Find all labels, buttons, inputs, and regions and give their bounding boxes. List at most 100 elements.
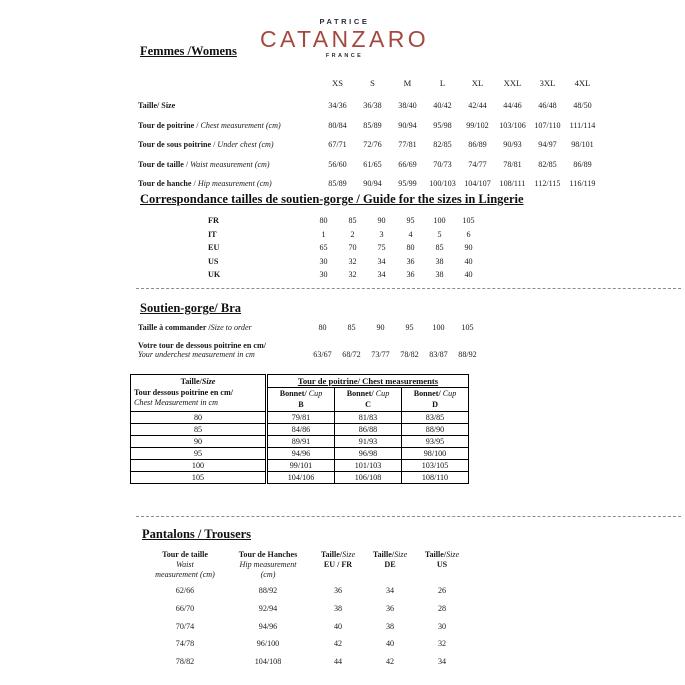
left-header-line2: Tour dessous poitrine en cm/ bbox=[134, 387, 233, 397]
cell-waist: 74/78 bbox=[175, 639, 195, 649]
table-row: 95 94/96 96/98 98/100 bbox=[130, 447, 469, 461]
table-row: 62/66 88/92 36 34 26 bbox=[146, 586, 468, 604]
cup-header-en: Cup bbox=[442, 389, 457, 398]
cell: 1 bbox=[321, 229, 326, 239]
cell-cup-b: 99/101 bbox=[265, 459, 335, 473]
section-divider bbox=[136, 288, 681, 289]
section-divider bbox=[136, 516, 681, 517]
cell-hip: 104/108 bbox=[254, 656, 282, 666]
cell-cup-d: 83/85 bbox=[401, 411, 469, 425]
header-xs: XS bbox=[332, 78, 343, 88]
cell: 85 bbox=[435, 243, 444, 253]
header-line2: Hip measurement bbox=[239, 560, 297, 570]
bra-size-to-order-table: Taille à commander /Size to order 80 85 … bbox=[138, 323, 482, 359]
table-row: FR 80 85 90 95 100 105 bbox=[208, 216, 483, 230]
cell: 68/72 bbox=[342, 350, 361, 359]
womens-measurements-table: XS S M L XL XXL 3XL 4XL Taille/ Size 34/… bbox=[138, 78, 600, 199]
cell-cup-d: 108/110 bbox=[401, 471, 469, 485]
cell: 36/38 bbox=[363, 101, 382, 110]
cell: 85 bbox=[348, 216, 357, 225]
header-85: 85 bbox=[347, 323, 356, 332]
cell: 80/84 bbox=[328, 120, 347, 130]
table-row: Tour de sous poitrine / Under chest (cm)… bbox=[138, 140, 600, 160]
header-4xl: 4XL bbox=[574, 78, 591, 88]
cell: 5 bbox=[437, 229, 442, 239]
table-row: Tour de hanche / Hip measurement (cm) 85… bbox=[138, 179, 600, 199]
header-3xl: 3XL bbox=[539, 78, 556, 88]
cell: 78/81 bbox=[503, 159, 522, 169]
cell-cup-c: 101/103 bbox=[334, 459, 402, 473]
cup-table-span-header: Tour de poitrine/ Chest measurements bbox=[265, 374, 469, 388]
cup-table-left-header: Taille/Size Tour dessous poitrine en cm/… bbox=[130, 373, 267, 413]
cell: 34 bbox=[377, 270, 386, 280]
cell: 95 bbox=[406, 216, 415, 225]
cell: 38 bbox=[435, 270, 444, 280]
header-105: 105 bbox=[461, 323, 474, 332]
trousers-size-table: Tour de taille Waist measurement (cm) To… bbox=[146, 550, 468, 674]
header-xxl: XXL bbox=[503, 78, 522, 88]
cell: 4 bbox=[408, 229, 413, 239]
cup-header-en: Cup bbox=[375, 389, 390, 398]
table-row: 66/70 92/94 38 36 28 bbox=[146, 604, 468, 622]
cell: 103/106 bbox=[499, 120, 526, 130]
table-row: 80 79/81 81/83 83/85 bbox=[130, 411, 469, 425]
section-title-bra: Soutien-gorge/ Bra bbox=[140, 301, 242, 315]
cell: 98/101 bbox=[571, 140, 594, 149]
table-row: 90 89/91 91/93 93/95 bbox=[130, 435, 469, 449]
cell-cup-c: 86/88 bbox=[334, 423, 402, 437]
cell-cup-c: 106/108 bbox=[334, 471, 402, 485]
table-header-row: XS S M L XL XXL 3XL 4XL bbox=[138, 78, 600, 101]
cell: 6 bbox=[466, 229, 471, 239]
cell-us: 34 bbox=[437, 656, 447, 666]
table-row: Tour de poitrine / Chest measurement (cm… bbox=[138, 121, 600, 141]
table-row: Votre tour de dessous poitrine en cm/ Yo… bbox=[138, 341, 482, 359]
cell-size: 85 bbox=[130, 423, 267, 437]
brand-line-france: FRANCE bbox=[325, 52, 364, 59]
row-label-fr: Taille à commander / bbox=[138, 323, 211, 332]
header-xl: XL bbox=[471, 78, 484, 88]
cell-cup-d: 93/95 bbox=[401, 435, 469, 449]
cell: 105 bbox=[462, 216, 475, 225]
cell-size: 95 bbox=[130, 447, 267, 461]
header-100: 100 bbox=[432, 323, 445, 332]
left-header-en: Size bbox=[201, 377, 216, 387]
header-s: S bbox=[370, 78, 375, 88]
row-label-chest: Tour de poitrine / Chest measurement (cm… bbox=[138, 120, 281, 130]
cell: 3 bbox=[379, 229, 384, 239]
section-title-womens: Femmes /Womens bbox=[140, 44, 237, 58]
cup-header-en: Cup bbox=[308, 389, 323, 398]
cup-header-fr: Bonnet/ bbox=[413, 389, 441, 398]
cell: 77/81 bbox=[398, 140, 417, 149]
cell: 100/103 bbox=[429, 179, 456, 188]
cell: 88/92 bbox=[458, 350, 477, 359]
row-label-fr: Tour de taille bbox=[138, 159, 184, 169]
cell: 36 bbox=[406, 256, 415, 266]
cell: 2 bbox=[350, 229, 355, 239]
cell: 61/65 bbox=[363, 159, 382, 169]
header-95: 95 bbox=[405, 323, 414, 332]
table-row: 100 99/101 101/103 103/105 bbox=[130, 459, 469, 473]
cell-us: 26 bbox=[437, 586, 447, 596]
header-90: 90 bbox=[376, 323, 385, 332]
cell: 104/107 bbox=[464, 179, 491, 188]
cell-size: 100 bbox=[130, 459, 267, 473]
cell: 90/94 bbox=[363, 179, 382, 188]
row-label-en: Chest measurement (cm) bbox=[200, 120, 281, 130]
header-eu-fr: Taille/Size EU / FR bbox=[312, 550, 364, 586]
brand-logo: PATRICE CATANZARO FRANCE bbox=[0, 18, 685, 59]
header-fr: Taille/ bbox=[424, 550, 447, 559]
cell: 30 bbox=[319, 256, 328, 266]
row-label-eu: EU bbox=[208, 243, 220, 253]
cell: 94/97 bbox=[538, 140, 557, 149]
cell: 100 bbox=[433, 216, 446, 225]
cell: 95/99 bbox=[398, 179, 417, 188]
cell-de: 40 bbox=[385, 639, 395, 649]
cell: 90/94 bbox=[398, 120, 417, 130]
table-row: IT 1 2 3 4 5 6 bbox=[208, 230, 483, 244]
header-de: Taille/Size DE bbox=[364, 550, 416, 586]
cell-cup-d: 98/100 bbox=[401, 447, 469, 461]
brand-line-patrice: PATRICE bbox=[319, 17, 370, 26]
row-label-fr: Tour de hanche bbox=[138, 179, 192, 188]
cell: 67/71 bbox=[328, 140, 347, 149]
